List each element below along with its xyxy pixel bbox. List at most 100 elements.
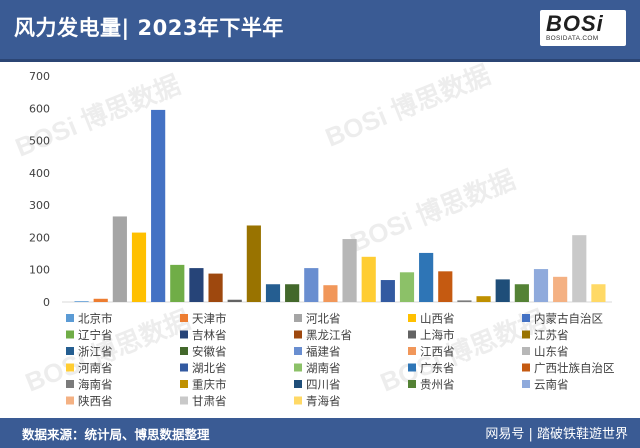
legend-swatch	[66, 380, 74, 388]
legend-swatch	[66, 347, 74, 355]
bar-11	[265, 284, 281, 302]
legend-label: 广西壮族自治区	[534, 361, 615, 375]
legend-label: 海南省	[78, 378, 113, 392]
legend-label: 河南省	[78, 361, 113, 375]
bar-13	[304, 268, 319, 302]
legend-swatch	[408, 314, 416, 322]
chart-area: BOSi 博思数据 BOSi 博思数据 BOSi 博思数据 BOSi 博思数据 BOSi…	[0, 62, 640, 418]
bar-3	[112, 216, 127, 302]
y-tick-label: 500	[29, 135, 50, 148]
watermark-text: BOSi 博思数据	[321, 62, 494, 153]
legend-label: 青海省	[306, 394, 341, 408]
y-tick-label: 100	[29, 264, 50, 277]
legend-swatch	[294, 396, 302, 405]
bar-16	[361, 256, 376, 302]
legend-swatch	[180, 363, 188, 372]
legend-swatch	[180, 380, 188, 388]
watermark-text: BOSi 博思数据	[346, 164, 519, 257]
legend-label: 天津市	[192, 312, 227, 326]
legend-label: 福建省	[306, 345, 341, 359]
bar-6	[170, 264, 185, 302]
legend-label: 北京市	[78, 312, 113, 326]
legend-label: 浙江省	[78, 345, 113, 359]
data-source-note: 数据来源：统计局、博思数据整理	[22, 427, 210, 442]
legend-swatch	[522, 363, 530, 372]
y-tick-label: 300	[29, 199, 50, 212]
legend-label: 河北省	[306, 312, 341, 326]
legend-swatch	[294, 347, 302, 355]
bar-17	[380, 280, 395, 302]
legend-label: 湖南省	[306, 361, 341, 375]
chart-footer: 数据来源：统计局、博思数据整理 网易号 | 踏破铁鞋遊世界	[0, 418, 640, 448]
publisher-brand: 网易号 | 踏破铁鞋遊世界	[485, 427, 628, 442]
legend-swatch	[294, 363, 302, 372]
legend-swatch	[180, 314, 188, 322]
bar-15	[342, 239, 357, 302]
legend-swatch	[66, 330, 74, 339]
bar-18	[399, 272, 415, 302]
legend-swatch	[522, 347, 530, 355]
bar-26	[553, 276, 568, 302]
legend-swatch	[408, 347, 416, 355]
bar-8	[208, 273, 223, 302]
legend-swatch	[180, 396, 188, 405]
legend-label: 重庆市	[192, 378, 227, 392]
bar-2	[93, 298, 108, 302]
y-tick-label: 700	[29, 70, 50, 83]
y-tick-label: 200	[29, 231, 50, 244]
bar-1	[74, 301, 89, 302]
legend-swatch	[522, 314, 530, 322]
bar-4	[131, 232, 147, 302]
legend-swatch	[294, 314, 302, 322]
bar-19	[419, 252, 434, 302]
legend-swatch	[180, 347, 188, 355]
bar-20	[438, 271, 453, 302]
y-tick-label: 400	[29, 167, 50, 180]
legend-label: 内蒙古自治区	[534, 312, 603, 326]
chart-title: 风力发电量| 2023年下半年	[14, 16, 284, 40]
legend-swatch	[522, 380, 530, 388]
bar-28	[591, 284, 606, 302]
bar-10	[246, 225, 261, 302]
bar-9	[227, 299, 242, 302]
legend-label: 湖北省	[192, 361, 227, 375]
bar-27	[572, 235, 587, 302]
legend-label: 辽宁省	[78, 328, 113, 342]
legend-swatch	[408, 380, 416, 388]
bar-12	[285, 284, 300, 302]
bar-21	[457, 300, 472, 302]
legend-label: 江苏省	[534, 328, 569, 342]
y-tick-label: 0	[43, 296, 50, 309]
bar-24	[514, 284, 529, 302]
logo-subtext: BOSIDATA.COM	[546, 35, 599, 42]
legend-swatch	[66, 363, 74, 372]
bar-23	[495, 279, 510, 302]
legend-label: 云南省	[534, 378, 569, 392]
bar-5	[151, 109, 166, 303]
legend-label: 广东省	[420, 361, 455, 375]
legend-swatch	[522, 330, 530, 339]
legend-swatch	[66, 396, 74, 405]
legend-label: 四川省	[306, 378, 341, 392]
legend-label: 吉林省	[192, 328, 227, 342]
bar-22	[476, 296, 491, 302]
legend-label: 陕西省	[78, 394, 113, 408]
y-tick-label: 600	[29, 102, 50, 115]
legend-swatch	[408, 330, 416, 339]
legend-label: 上海市	[420, 328, 455, 342]
legend-label: 安徽省	[192, 345, 227, 359]
legend-swatch	[294, 330, 302, 339]
legend-swatch	[294, 380, 302, 388]
legend-label: 山西省	[420, 312, 455, 326]
logo-text: BOSi	[546, 11, 604, 36]
legend-label: 贵州省	[420, 378, 455, 392]
legend-label: 黑龙江省	[306, 328, 352, 342]
bar-25	[533, 269, 549, 302]
legend-swatch	[180, 330, 188, 339]
bar-7	[189, 268, 204, 302]
chart-header: 风力发电量| 2023年下半年 BOSi BOSIDATA.COM	[0, 0, 640, 62]
legend-swatch	[66, 314, 74, 322]
legend-swatch	[408, 363, 416, 372]
bar-14	[323, 285, 338, 302]
